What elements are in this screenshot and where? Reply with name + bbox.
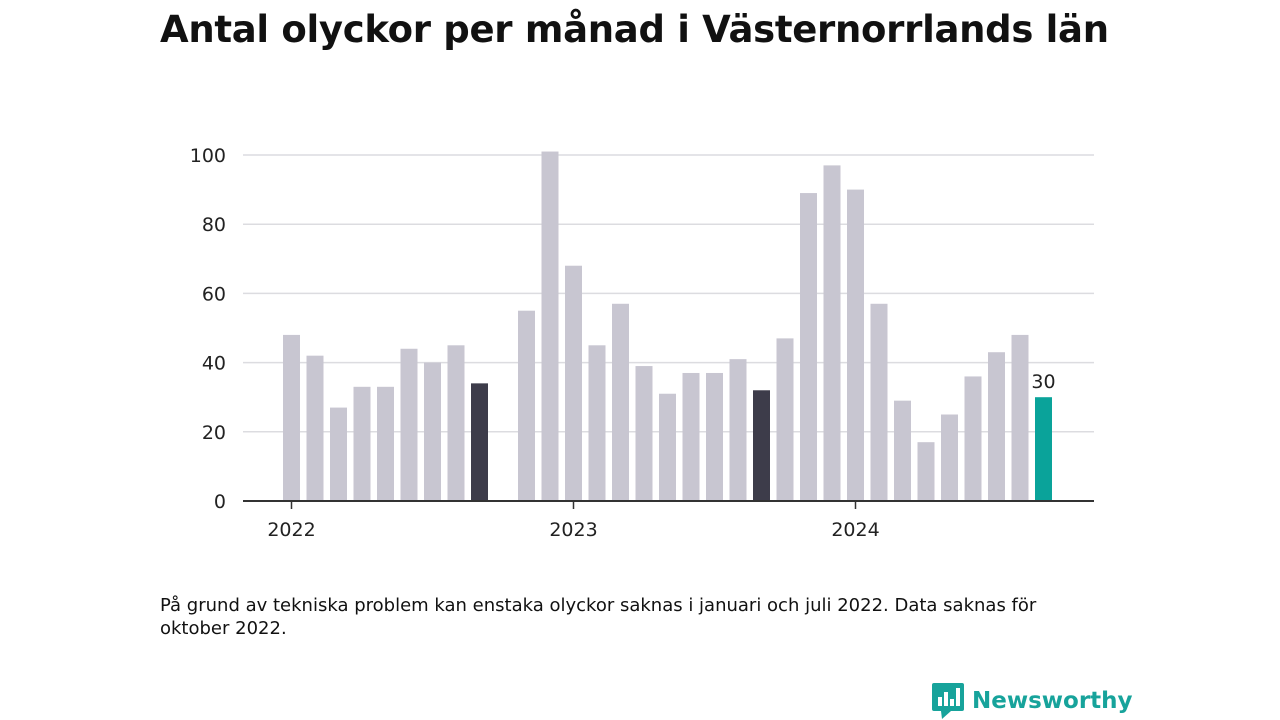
- y-tick-label: 80: [202, 214, 226, 236]
- bar-2023-02: [588, 345, 606, 501]
- bar-2022-09: [471, 383, 488, 501]
- bar-2022-06: [400, 348, 418, 501]
- bar-2023-06: [682, 372, 700, 501]
- bar-2024-02: [870, 303, 888, 501]
- bar-2023-11: [800, 193, 817, 501]
- x-tick-label: 2022: [267, 519, 315, 541]
- footnote: På grund av tekniska problem kan enstaka…: [160, 595, 1037, 639]
- data-labels: 30: [1031, 371, 1055, 393]
- brand-name: Newsworthy: [972, 688, 1133, 714]
- bar-2022-08: [447, 345, 465, 501]
- y-tick-label: 20: [202, 422, 226, 444]
- x-tick-label: 2023: [549, 519, 597, 541]
- bar-2023-05: [659, 393, 676, 501]
- bar-2023-04: [635, 366, 653, 501]
- bar-2024-05: [941, 414, 958, 501]
- bar-2023-10: [776, 338, 794, 501]
- bar-2024-08: [1011, 334, 1029, 501]
- bar-2022-11: [518, 310, 535, 501]
- y-tick-label: 40: [202, 353, 226, 375]
- y-tick-label: 100: [190, 145, 226, 167]
- bar-2023-12: [823, 165, 841, 501]
- bar-2023-08: [729, 359, 747, 501]
- bar-2024-04: [917, 442, 935, 501]
- bar-2022-01: [283, 334, 300, 501]
- bar-2022-03: [330, 407, 347, 501]
- bar-2024-03: [894, 400, 911, 501]
- bar-2022-05: [377, 386, 394, 501]
- y-tick-label: 0: [214, 491, 226, 513]
- bar-2023-07: [706, 372, 723, 501]
- x-tick-label: 2024: [831, 519, 879, 541]
- bar-2023-03: [612, 303, 629, 501]
- bars: [283, 151, 1052, 502]
- data-label: 30: [1031, 371, 1055, 393]
- bar-2024-01: [847, 189, 864, 501]
- x-axis-labels: 2022 2023 2024: [267, 519, 879, 541]
- bar-2022-04: [353, 386, 371, 501]
- bar-2024-07: [988, 352, 1005, 501]
- bar-2023-09: [753, 390, 770, 501]
- brand-logo[interactable]: Newsworthy: [932, 683, 1133, 719]
- newsworthy-logo-icon: [932, 683, 964, 719]
- bar-2022-12: [541, 151, 559, 502]
- bar-2023-01: [565, 265, 582, 501]
- chart-title: Antal olyckor per månad i Västernorrland…: [160, 8, 1109, 51]
- bar-2024-06: [964, 376, 982, 501]
- bar-2024-09: [1035, 397, 1052, 501]
- y-axis-labels: 0 20 40 60 80 100: [190, 145, 226, 513]
- bar-2022-02: [306, 355, 324, 501]
- x-axis: [243, 500, 1094, 509]
- y-tick-label: 60: [202, 283, 226, 305]
- bar-2022-07: [424, 362, 441, 501]
